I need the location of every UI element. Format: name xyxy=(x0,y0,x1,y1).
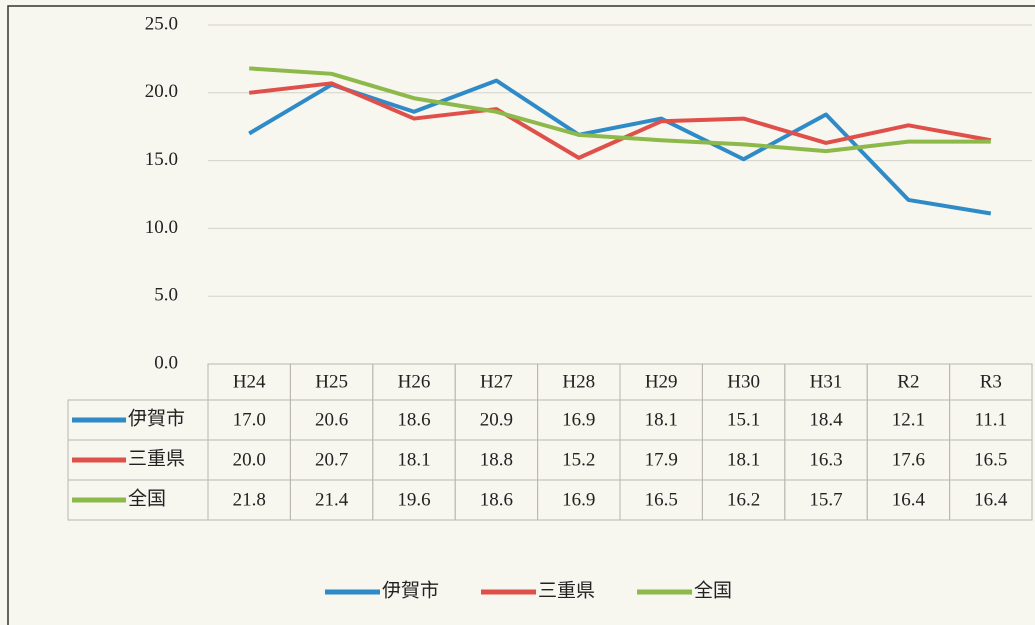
y-tick-label: 10.0 xyxy=(145,217,178,238)
table-value: 18.6 xyxy=(397,409,430,430)
table-value: 21.4 xyxy=(315,489,349,510)
legend-label: 三重県 xyxy=(538,579,595,601)
table-row xyxy=(67,479,1033,521)
table-value: 20.9 xyxy=(480,409,513,430)
table-value: 15.1 xyxy=(727,409,760,430)
table-value: 16.3 xyxy=(809,449,842,470)
table-value: 19.6 xyxy=(397,489,430,510)
series-line xyxy=(248,81,992,160)
table-value: 20.6 xyxy=(315,409,348,430)
x-tick-label: H30 xyxy=(727,371,760,392)
y-tick-label: 25.0 xyxy=(145,13,178,34)
x-tick-label: H24 xyxy=(233,371,266,392)
table-row-label: 伊賀市 xyxy=(128,407,185,429)
y-tick-label: 5.0 xyxy=(154,285,178,306)
table-value: 20.7 xyxy=(315,449,348,470)
table-value: 17.0 xyxy=(233,409,266,430)
y-tick-label: 15.0 xyxy=(145,149,178,170)
x-tick-label: R3 xyxy=(980,371,1002,392)
series-line xyxy=(249,66,991,154)
table-value: 16.2 xyxy=(727,489,760,510)
table-value: 21.8 xyxy=(233,489,266,510)
table-value: 18.6 xyxy=(480,489,513,510)
table-value: 18.1 xyxy=(645,409,678,430)
table-value: 15.7 xyxy=(809,489,842,510)
table-value: 16.4 xyxy=(974,489,1008,510)
x-tick-label: H28 xyxy=(562,371,595,392)
table-value: 16.9 xyxy=(562,409,595,430)
y-tick-label: 20.0 xyxy=(145,81,178,102)
table-value: 18.4 xyxy=(809,409,843,430)
table-value: 17.9 xyxy=(645,449,678,470)
x-tick-label: H29 xyxy=(645,371,678,392)
table-value: 16.4 xyxy=(892,489,926,510)
chart-frame xyxy=(7,5,1035,625)
x-tick-label: H25 xyxy=(315,371,348,392)
table-value: 17.6 xyxy=(892,449,925,470)
table-value: 11.1 xyxy=(975,409,1008,430)
table-value: 18.1 xyxy=(397,449,430,470)
x-tick-label: H27 xyxy=(480,371,513,392)
series-line xyxy=(248,78,992,216)
table-value: 12.1 xyxy=(892,409,925,430)
x-tick-label: H31 xyxy=(810,371,843,392)
x-tick-label: H26 xyxy=(398,371,431,392)
x-tick-label: R2 xyxy=(897,371,919,392)
table-value: 15.2 xyxy=(562,449,595,470)
table-row-label: 全国 xyxy=(128,487,166,509)
table-value: 16.9 xyxy=(562,489,595,510)
y-tick-label: 0.0 xyxy=(154,352,178,373)
legend-label: 伊賀市 xyxy=(382,579,439,601)
table-value: 18.1 xyxy=(727,449,760,470)
table-value: 20.0 xyxy=(233,449,266,470)
table-row-label: 三重県 xyxy=(128,447,185,469)
legend-label: 全国 xyxy=(694,579,732,601)
table-value: 16.5 xyxy=(645,489,678,510)
table-value: 18.8 xyxy=(480,449,513,470)
table-value: 16.5 xyxy=(974,449,1007,470)
